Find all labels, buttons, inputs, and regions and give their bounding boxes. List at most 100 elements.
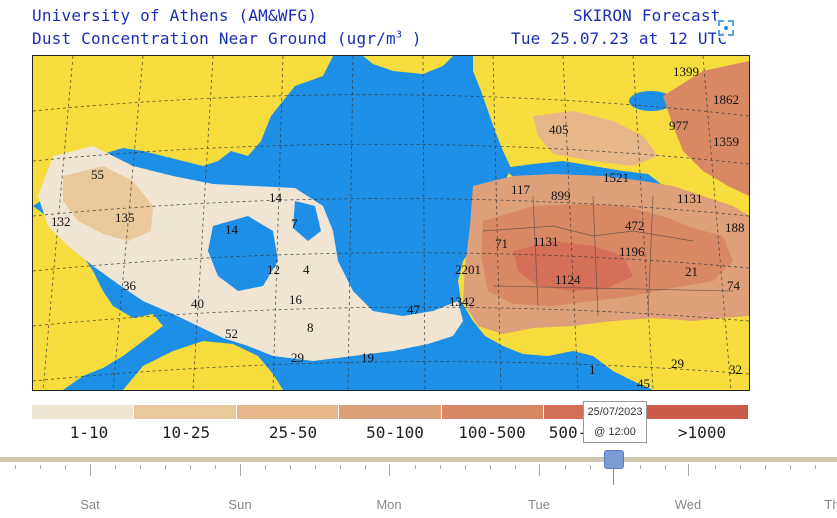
unit-exponent: 3 <box>395 29 403 41</box>
timeline-slider-handle[interactable] <box>604 450 624 469</box>
black-sea <box>629 91 673 111</box>
value-label: 32 <box>729 362 742 377</box>
value-label: 45 <box>637 376 650 390</box>
timeline-tick <box>465 465 466 469</box>
legend-label-5: 100-500 <box>458 423 526 442</box>
timeline-tick <box>290 465 291 469</box>
timeline-tick <box>340 465 341 469</box>
timeline-day-mon[interactable]: Mon <box>376 497 402 512</box>
value-label: 4 <box>303 262 310 277</box>
legend-label-1: 1-10 <box>69 423 109 442</box>
legend-swatch-4 <box>339 405 442 419</box>
value-label: 1131 <box>677 191 703 206</box>
value-label: 19 <box>361 350 374 365</box>
value-label: 472 <box>625 218 645 233</box>
ocean-gap-1 <box>208 216 278 291</box>
timeline-tick <box>715 465 716 469</box>
timeline-tick <box>15 465 16 469</box>
timeline-tick <box>790 465 791 469</box>
value-label: 52 <box>225 326 238 341</box>
dust-europe-light <box>533 111 658 166</box>
value-label: 2201 <box>455 262 481 277</box>
timeline-tick <box>115 465 116 469</box>
forecast-time: Tue 25.07.23 at 12 UTC <box>511 29 728 48</box>
timeline-tick <box>765 465 766 469</box>
timeline-tick <box>515 465 516 469</box>
value-label: 117 <box>511 182 531 197</box>
value-label: 1862 <box>713 92 739 107</box>
legend-swatch-7 <box>646 405 748 419</box>
tooltip-time: @ 12:00 <box>594 426 636 438</box>
timeline-tick <box>165 465 166 469</box>
value-label: 7 <box>291 216 298 231</box>
timeline-tick <box>90 464 91 476</box>
value-label: 1342 <box>449 294 475 309</box>
value-label: 1 <box>589 362 596 377</box>
timeline-day-wed[interactable]: Wed <box>674 497 702 512</box>
central-america-land <box>33 206 163 390</box>
value-label: 21 <box>685 264 698 279</box>
value-label: 14 <box>225 222 239 237</box>
value-label: 14 <box>269 190 283 205</box>
value-label: 71 <box>495 236 508 251</box>
map-subtitle: Dust Concentration Near Ground (ugr/m3 ) <box>32 29 422 48</box>
timeline-tick <box>315 465 316 469</box>
value-label: 29 <box>671 356 684 371</box>
timeline-day-tue[interactable]: Tue <box>528 497 550 512</box>
value-label: 16 <box>289 292 303 307</box>
value-label: 8 <box>307 320 314 335</box>
map-subtitle-text: Dust Concentration Near Ground (ugr/m <box>32 29 396 48</box>
timeline-tick <box>490 465 491 469</box>
legend-swatch-2 <box>134 405 237 419</box>
value-label: 74 <box>727 278 741 293</box>
value-label: 1399 <box>673 64 699 79</box>
expand-icon[interactable] <box>716 18 736 38</box>
timeline-tick <box>590 465 591 469</box>
dust-middle-east <box>663 61 749 196</box>
value-label: 36 <box>123 278 137 293</box>
timeline-current-marker <box>613 469 614 485</box>
legend-label-4: 50-100 <box>366 423 424 442</box>
timeline-tick <box>415 465 416 469</box>
value-label: 1124 <box>555 272 581 287</box>
timeline-tick <box>539 464 540 476</box>
timeline-tick <box>440 465 441 469</box>
legend-label-8: >1000 <box>677 423 727 442</box>
timeline-day-sun[interactable]: Sun <box>228 497 252 512</box>
timeline-day-sat[interactable]: Sat <box>80 497 100 512</box>
value-label: 188 <box>725 220 745 235</box>
north-america-land <box>33 56 333 206</box>
timeline-tick <box>240 464 241 476</box>
legend-label-2: 10-25 <box>161 423 211 442</box>
lat-lon-grid <box>33 56 749 390</box>
map-canvas: 55 132 135 14 14 7 12 4 36 40 16 8 52 29… <box>33 56 749 390</box>
ocean-gap-2 <box>293 201 321 241</box>
timeline-day-thu[interactable]: Th <box>824 497 837 512</box>
value-label: 1521 <box>603 170 629 185</box>
timeline-tick <box>565 465 566 469</box>
value-label: 899 <box>551 188 571 203</box>
forecast-source: SKIRON Forecast <box>573 6 721 25</box>
timeline-tick <box>740 465 741 469</box>
legend-swatch-1 <box>32 405 135 419</box>
timeline-tick <box>365 465 366 469</box>
value-label: 132 <box>51 214 71 229</box>
legend-swatch-5 <box>441 405 545 419</box>
timeline-tick <box>665 465 666 469</box>
tooltip-date: 25/07/2023 <box>587 406 643 418</box>
timeline-tick <box>215 465 216 469</box>
value-label: 47 <box>407 302 421 317</box>
timeline-track[interactable] <box>0 457 837 462</box>
color-legend <box>32 405 748 419</box>
dust-plume-gulf <box>63 166 153 241</box>
subtitle-close: ) <box>411 29 422 48</box>
dust-sahara-core <box>513 241 633 291</box>
legend-label-3: 25-50 <box>268 423 318 442</box>
dust-map[interactable]: 55 132 135 14 14 7 12 4 36 40 16 8 52 29… <box>32 55 750 391</box>
map-title: University of Athens (AM&WFG) <box>32 6 318 25</box>
timeline-tick <box>140 465 141 469</box>
timeline-tick <box>815 465 816 469</box>
value-labels: 55 132 135 14 14 7 12 4 36 40 16 8 52 29… <box>51 64 745 390</box>
time-tooltip: 25/07/2023 @ 12:00 <box>583 401 647 443</box>
timeline-tick <box>190 465 191 469</box>
